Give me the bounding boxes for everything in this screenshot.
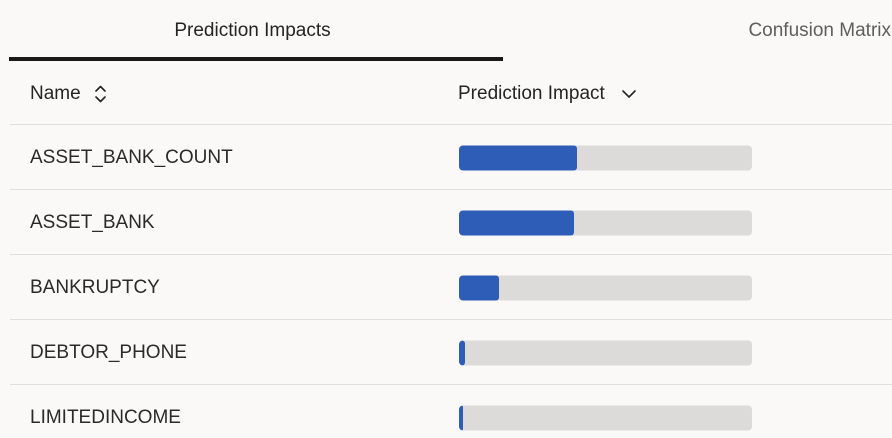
feature-name: ASSET_BANK [30, 211, 155, 233]
impact-bar-fill [459, 340, 466, 365]
tab-prediction-impacts-label: Prediction Impacts [174, 20, 331, 41]
impact-bar-fill [459, 275, 499, 300]
impact-bar-track [459, 340, 752, 365]
tab-bar: Prediction Impacts Confusion Matrix [0, 0, 892, 62]
impact-bar-track [459, 275, 752, 300]
column-header-prediction-impact[interactable]: Prediction Impact [458, 83, 637, 105]
tab-confusion-matrix[interactable]: Confusion Matrix [505, 0, 892, 62]
table-header-row: Name Prediction Impact [0, 62, 892, 125]
impact-bar-track [459, 405, 752, 430]
table-row: LIMITEDINCOME [0, 385, 892, 438]
feature-name: LIMITEDINCOME [30, 406, 181, 428]
column-header-prediction-impact-label: Prediction Impact [458, 82, 605, 104]
impact-bar-fill [459, 405, 464, 430]
feature-name: DEBTOR_PHONE [30, 341, 187, 363]
sort-up-down-icon[interactable] [93, 84, 108, 104]
impact-bar-fill [459, 145, 578, 170]
impact-bar-track [459, 145, 752, 170]
column-header-name[interactable]: Name [0, 83, 108, 105]
table-row: ASSET_BANK_COUNT [0, 125, 892, 190]
chevron-down-icon[interactable] [621, 89, 637, 99]
prediction-impact-table: ASSET_BANK_COUNT ASSET_BANK BANKRUPTCY D… [0, 125, 892, 438]
tab-confusion-matrix-label: Confusion Matrix [748, 20, 891, 41]
feature-name: BANKRUPTCY [30, 276, 160, 298]
feature-name: ASSET_BANK_COUNT [30, 146, 233, 168]
impact-bar-fill [459, 210, 574, 235]
table-row: DEBTOR_PHONE [0, 320, 892, 385]
tab-prediction-impacts[interactable]: Prediction Impacts [0, 0, 505, 62]
column-header-name-label: Name [30, 82, 81, 104]
impact-bar-track [459, 210, 752, 235]
table-row: BANKRUPTCY [0, 255, 892, 320]
table-row: ASSET_BANK [0, 190, 892, 255]
